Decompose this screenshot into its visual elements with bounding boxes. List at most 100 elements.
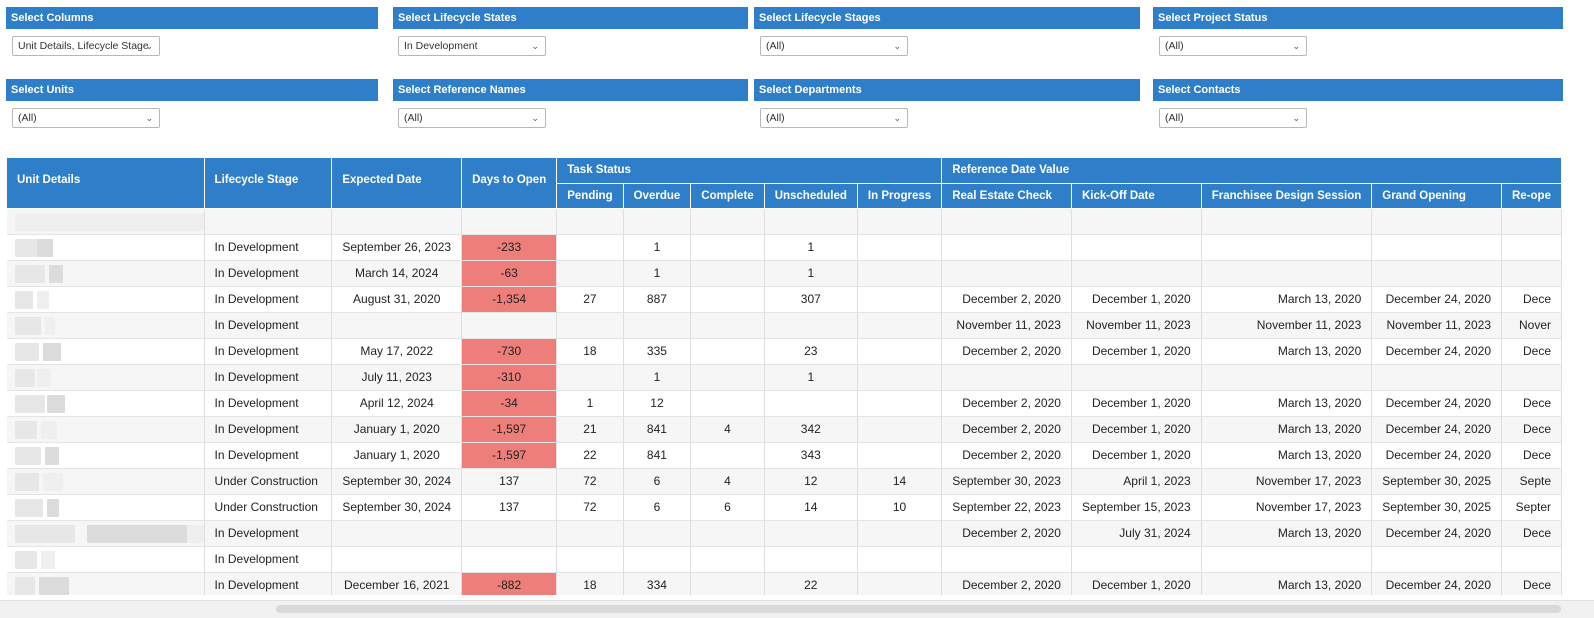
chevron-down-icon: ⌄ (1292, 113, 1300, 123)
redacted-block (15, 368, 35, 387)
redacted-block (15, 264, 45, 283)
col-header-overdue[interactable]: Overdue (623, 183, 692, 209)
project-status-select[interactable]: (All) ⌄ (1159, 36, 1307, 56)
table-row[interactable]: In Development March 14, 2024 -63 1 1 (7, 260, 1562, 287)
cell-real-estate-check: September 30, 2023 (941, 468, 1072, 495)
cell-kick-off-date: December 1, 2020 (1071, 572, 1202, 595)
table-row[interactable] (7, 208, 1562, 235)
data-grid: Unit Details Lifecycle Stage Expected Da… (7, 158, 1562, 595)
cell-kick-off-date: December 1, 2020 (1071, 442, 1202, 469)
table-row[interactable]: In Development May 17, 2022 -730 18 335 23 Dec… (7, 338, 1562, 365)
col-header-unit-details[interactable]: Unit Details (7, 158, 205, 209)
cell-lifecycle-stage (204, 208, 333, 235)
lifecycle-states-select[interactable]: In Development ⌄ (398, 36, 546, 56)
table-row[interactable]: In Development December 2, 2020 July 31, 2… (7, 520, 1562, 547)
cell-grand-opening: December 24, 2020 (1371, 416, 1502, 443)
redacted-block (15, 342, 39, 361)
redacted-block (47, 394, 65, 413)
reference-names-select[interactable]: (All) ⌄ (398, 108, 546, 128)
redacted-block (49, 264, 63, 283)
table-row[interactable]: In Development January 1, 2020 -1,597 22 841… (7, 442, 1562, 469)
col-header-unscheduled[interactable]: Unscheduled (764, 183, 858, 209)
filter-lifecycle-states-label: Select Lifecycle States (393, 7, 748, 29)
table-row[interactable]: In Development November 11, 2023 November … (7, 312, 1562, 339)
cell-unit-details (7, 260, 205, 287)
cell-overdue: 1 (623, 260, 692, 287)
cell-re-ope: Dece (1501, 390, 1562, 417)
cell-re-ope: Dece (1501, 520, 1562, 547)
table-row[interactable]: Under Construction September 30, 2024 137 7… (7, 494, 1562, 521)
cell-expected-date: September 30, 2024 (331, 494, 463, 521)
cell-unscheduled (764, 208, 858, 235)
redacted-block (41, 420, 57, 439)
col-header-in-progress[interactable]: In Progress (857, 183, 943, 209)
cell-in-progress (857, 442, 943, 469)
cell-complete (690, 338, 765, 365)
cell-real-estate-check: December 2, 2020 (941, 572, 1072, 595)
table-row[interactable]: In Development August 31, 2020 -1,354 27 887… (7, 286, 1562, 313)
cell-unit-details (7, 364, 205, 391)
cell-grand-opening (1371, 364, 1502, 391)
cell-overdue (623, 208, 692, 235)
scrollbar-thumb[interactable] (276, 605, 1561, 613)
lifecycle-stages-select[interactable]: (All) ⌄ (760, 36, 908, 56)
cell-expected-date: March 14, 2024 (331, 260, 463, 287)
table-row[interactable]: Under Construction September 30, 2024 137 7… (7, 468, 1562, 495)
table-row[interactable]: In Development April 12, 2024 -34 1 12 Decemb… (7, 390, 1562, 417)
cell-franchisee-design-session (1201, 234, 1373, 261)
col-header-franchisee-design-session[interactable]: Franchisee Design Session (1201, 183, 1373, 209)
cell-lifecycle-stage: In Development (204, 338, 333, 365)
col-header-complete[interactable]: Complete (690, 183, 765, 209)
cell-pending: 18 (556, 572, 624, 595)
cell-unscheduled (764, 546, 858, 573)
cell-grand-opening: December 24, 2020 (1371, 286, 1502, 313)
cell-days-to-open: -310 (461, 364, 558, 391)
cell-days-to-open: -730 (461, 338, 558, 365)
col-header-kick-off-date[interactable]: Kick-Off Date (1071, 183, 1202, 209)
cell-complete (690, 520, 765, 547)
col-header-real-estate-check[interactable]: Real Estate Check (941, 183, 1072, 209)
cell-franchisee-design-session: March 13, 2020 (1201, 286, 1373, 313)
cell-in-progress (857, 338, 943, 365)
cell-complete: 6 (690, 494, 765, 521)
redacted-block (15, 420, 37, 439)
cell-overdue (623, 546, 692, 573)
cell-days-to-open: -233 (461, 234, 558, 261)
contacts-select[interactable]: (All) ⌄ (1159, 108, 1307, 128)
table-row[interactable]: In Development (7, 546, 1562, 573)
table-row[interactable]: In Development December 16, 2021 -882 18 334… (7, 572, 1562, 595)
cell-days-to-open: -34 (461, 390, 558, 417)
table-row[interactable]: In Development July 11, 2023 -310 1 1 (7, 364, 1562, 391)
table-row[interactable]: In Development September 26, 2023 -233 1 1 (7, 234, 1562, 261)
redacted-block (15, 290, 33, 309)
filter-departments-label: Select Departments (754, 79, 1140, 101)
table-row[interactable]: In Development January 1, 2020 -1,597 21 841… (7, 416, 1562, 443)
cell-expected-date (331, 208, 463, 235)
col-header-expected-date[interactable]: Expected Date (331, 158, 463, 209)
cell-overdue: 335 (623, 338, 692, 365)
units-select-value: (All) (18, 112, 37, 124)
cell-re-ope: Dece (1501, 286, 1562, 313)
col-header-re-open[interactable]: Re-ope (1501, 183, 1562, 209)
cell-re-ope (1501, 260, 1562, 287)
cell-overdue: 841 (623, 442, 692, 469)
cell-unscheduled: 1 (764, 364, 858, 391)
cell-in-progress (857, 286, 943, 313)
units-select[interactable]: (All) ⌄ (12, 108, 160, 128)
columns-select[interactable]: Unit Details, Lifecycle Stage ⌄ (12, 36, 160, 56)
cell-pending: 1 (556, 390, 624, 417)
cell-days-to-open: 137 (461, 468, 558, 495)
cell-in-progress: 10 (857, 494, 943, 521)
cell-pending (556, 234, 624, 261)
cell-unscheduled: 23 (764, 338, 858, 365)
col-header-days-to-open[interactable]: Days to Open (461, 158, 558, 209)
col-header-lifecycle-stage[interactable]: Lifecycle Stage (204, 158, 333, 209)
col-header-grand-opening[interactable]: Grand Opening (1371, 183, 1502, 209)
col-header-pending[interactable]: Pending (556, 183, 624, 209)
cell-re-ope: Septer (1501, 494, 1562, 521)
cell-real-estate-check (941, 364, 1072, 391)
cell-pending: 72 (556, 468, 624, 495)
departments-select[interactable]: (All) ⌄ (760, 108, 908, 128)
horizontal-scrollbar[interactable] (0, 600, 1594, 618)
cell-lifecycle-stage: In Development (204, 364, 333, 391)
